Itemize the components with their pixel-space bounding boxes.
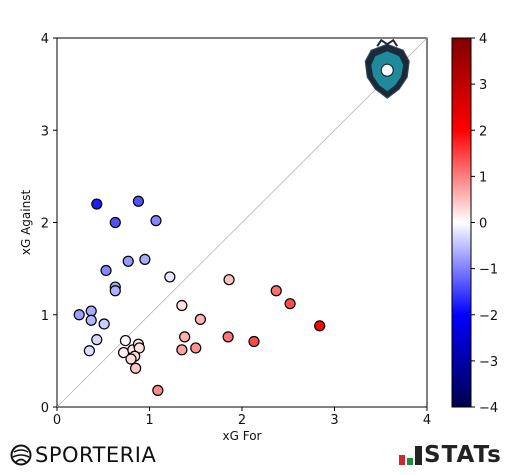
data-point (190, 342, 202, 354)
colorbar-tick-label: 3 (479, 78, 487, 93)
x-tick-label: 1 (145, 413, 153, 428)
stats-logo: STATs (398, 440, 502, 470)
data-point (91, 334, 103, 346)
crest-crown (376, 38, 399, 47)
crest-center (380, 63, 394, 77)
data-point (133, 342, 145, 354)
diagonal-reference-line (56, 37, 428, 408)
club-emblem-icon (364, 38, 410, 99)
data-point (222, 331, 234, 343)
data-point (176, 344, 188, 356)
data-point (284, 298, 296, 310)
data-point (223, 274, 235, 286)
x-tick-label: 0 (53, 413, 61, 428)
x-axis-label: xG For (223, 429, 262, 440)
plot-area: 0 1 2 3 4 0 1 2 3 4 xG For xG Against (19, 32, 431, 440)
sporteria-ball-icon (10, 444, 32, 466)
data-point (85, 305, 97, 317)
y-axis-label: xG Against (19, 190, 33, 256)
colorbar-tick-label: −1 (479, 263, 498, 278)
data-point (150, 215, 162, 227)
data-point (85, 314, 97, 326)
data-point (83, 345, 95, 357)
data-point (91, 198, 103, 210)
scatter-chart: 0 1 2 3 4 0 1 2 3 4 xG For xG Against 4 3 2 1 0 −1 −2 −3 −4 (19, 32, 498, 440)
colorbar-tick-label: −3 (479, 355, 498, 370)
data-point (109, 216, 121, 229)
x-tick-label: 3 (330, 413, 338, 428)
data-point (152, 384, 164, 396)
data-point (179, 331, 191, 343)
data-point (164, 271, 176, 283)
y-tick-label: 0 (41, 401, 49, 416)
colorbar-tick-label: 4 (479, 32, 487, 47)
data-point (73, 309, 85, 321)
data-point (125, 353, 137, 365)
data-point (119, 334, 132, 347)
y-tick-label: 3 (41, 124, 49, 139)
colorbar-tick-label: −4 (479, 401, 498, 416)
x-tick-label: 4 (423, 413, 431, 428)
data-point (98, 318, 110, 330)
data-point (132, 195, 144, 207)
data-point (109, 285, 121, 297)
y-tick-label: 1 (41, 309, 49, 324)
y-tick-label: 4 (41, 32, 49, 47)
colorbar-tick-label: −2 (479, 309, 498, 324)
stats-bars-icon (399, 446, 422, 465)
data-point (176, 299, 188, 312)
colorbar-tick-label: 0 (479, 217, 487, 232)
x-tick-label: 2 (238, 413, 246, 428)
data-point (130, 362, 142, 374)
colorbar: 4 3 2 1 0 −1 −2 −3 −4 (451, 32, 498, 416)
stats-wordmark: STATs (424, 442, 502, 468)
y-tick-label: 2 (41, 217, 49, 232)
data-point (100, 264, 112, 277)
colorbar-scale (451, 37, 472, 408)
sporteria-logo: SPORTERIA (10, 440, 156, 470)
data-point (270, 285, 282, 297)
data-point (248, 335, 260, 348)
colorbar-tick-label: 1 (479, 170, 487, 185)
data-point (194, 313, 206, 325)
data-point (122, 255, 134, 267)
colorbar-tick-label: 2 (479, 124, 487, 139)
data-point (139, 253, 151, 265)
data-point (314, 320, 326, 332)
sporteria-wordmark: SPORTERIA (35, 443, 157, 467)
